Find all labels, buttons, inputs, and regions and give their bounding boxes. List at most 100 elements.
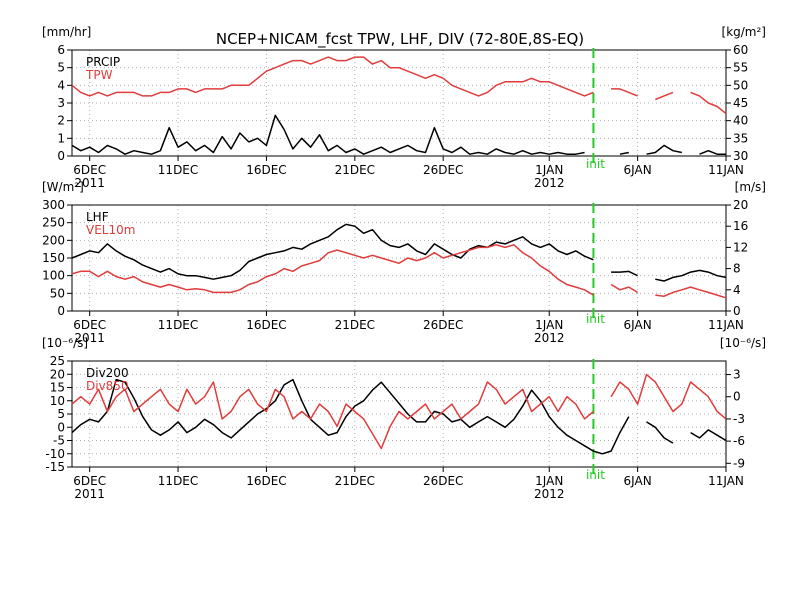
left-tick-label: 2 (57, 114, 65, 128)
series-line-lhf (71, 223, 727, 282)
x-tick-label: 21DEC (335, 163, 375, 177)
x-tick-label: 26DEC (423, 474, 463, 488)
legend-div850: Div850 (86, 379, 129, 393)
year-label: 2012 (534, 487, 565, 501)
init-label: init (586, 468, 605, 482)
right-tick-label: 20 (733, 198, 748, 212)
right-tick-label: -3 (733, 412, 745, 426)
right-tick-label: 3 (733, 368, 741, 382)
series-line-vel10m (71, 244, 727, 299)
left-tick-label: 0 (57, 304, 65, 318)
x-tick-label: 6JAN (624, 474, 652, 488)
right-tick-label: 55 (733, 61, 748, 75)
year-label: 2011 (74, 176, 105, 190)
x-tick-label: 21DEC (335, 474, 375, 488)
left-tick-label: -10 (45, 447, 65, 461)
right-tick-label: 50 (733, 78, 748, 92)
right-tick-label: -9 (733, 456, 745, 470)
x-tick-label: 1JAN (535, 474, 563, 488)
left-tick-label: 1 (57, 131, 65, 145)
x-tick-label: 6DEC (73, 318, 106, 332)
legend-prcip: PRCIP (86, 55, 120, 69)
left-tick-label: 15 (50, 381, 65, 395)
left-tick-label: 5 (57, 407, 65, 421)
left-tick-label: 300 (42, 198, 65, 212)
year-label: 2011 (74, 487, 105, 501)
left-tick-label: -5 (53, 434, 65, 448)
left-tick-label: 5 (57, 61, 65, 75)
x-tick-label: 11JAN (708, 163, 744, 177)
right-axis-unit: [kg/m²] (722, 25, 766, 39)
legend-div200: Div200 (86, 366, 129, 380)
panel-lhf_vel10m: 0 50 100 150 200 250 300 0 4 8 12 16 20 [W/m²] [m/s] 6D… (42, 180, 766, 345)
right-tick-label: 0 (733, 304, 741, 318)
right-tick-label: -6 (733, 434, 745, 448)
right-axis-unit: [m/s] (735, 180, 766, 194)
right-tick-label: 35 (733, 131, 748, 145)
x-tick-label: 6JAN (624, 318, 652, 332)
series-line-tpw (71, 56, 727, 115)
right-tick-label: 8 (733, 262, 741, 276)
left-tick-label: 250 (42, 216, 65, 230)
left-tick-label: -15 (45, 460, 65, 474)
legend-vel10m: VEL10m (86, 223, 135, 237)
plot-frame (71, 360, 727, 468)
left-axis-unit: [mm/hr] (42, 25, 91, 39)
x-tick-label: 11DEC (158, 318, 198, 332)
x-tick-label: 26DEC (423, 318, 463, 332)
right-tick-label: 4 (733, 283, 741, 297)
x-tick-label: 16DEC (246, 163, 286, 177)
chart-title: NCEP+NICAM_fcst TPW, LHF, DIV (72-80E,8S… (216, 30, 584, 49)
x-tick-label: 11JAN (708, 474, 744, 488)
x-tick-label: 11DEC (158, 474, 198, 488)
init-label: init (586, 157, 605, 171)
left-tick-label: 0 (57, 149, 65, 163)
year-label: 2012 (534, 331, 565, 345)
left-tick-label: 4 (57, 78, 65, 92)
x-tick-label: 16DEC (246, 318, 286, 332)
x-tick-label: 1JAN (535, 163, 563, 177)
x-tick-label: 26DEC (423, 163, 463, 177)
left-axis-unit: [W/m²] (42, 180, 84, 194)
year-label: 2012 (534, 176, 565, 190)
init-label: init (586, 312, 605, 326)
plot-frame (71, 204, 727, 312)
left-tick-label: 150 (42, 251, 65, 265)
right-tick-label: 12 (733, 240, 748, 254)
right-tick-label: 0 (733, 390, 741, 404)
left-tick-label: 25 (50, 354, 65, 368)
right-tick-label: 40 (733, 114, 748, 128)
right-axis-unit: [10⁻⁶/s] (720, 336, 766, 350)
plot-frame (71, 49, 727, 157)
x-tick-label: 6DEC (73, 474, 106, 488)
x-tick-label: 1JAN (535, 318, 563, 332)
legend-tpw: TPW (85, 68, 113, 82)
right-tick-label: 60 (733, 43, 748, 57)
series-line-div850 (71, 373, 727, 450)
x-tick-label: 16DEC (246, 474, 286, 488)
year-label: 2011 (74, 331, 105, 345)
left-tick-label: 100 (42, 269, 65, 283)
x-tick-label: 6DEC (73, 163, 106, 177)
right-tick-label: 45 (733, 96, 748, 110)
series-line-prcip (71, 114, 726, 155)
x-tick-label: 11DEC (158, 163, 198, 177)
left-tick-label: 200 (42, 233, 65, 247)
right-tick-label: 16 (733, 219, 748, 233)
x-tick-label: 6JAN (624, 163, 652, 177)
left-tick-label: 3 (57, 96, 65, 110)
left-axis-unit: [10⁻⁶/s] (42, 336, 88, 350)
x-tick-label: 11JAN (708, 318, 744, 332)
left-tick-label: 0 (57, 420, 65, 434)
left-tick-label: 10 (50, 394, 65, 408)
x-tick-label: 21DEC (335, 318, 375, 332)
legend-lhf: LHF (86, 210, 109, 224)
left-tick-label: 50 (50, 286, 65, 300)
left-tick-label: 6 (57, 43, 65, 57)
series-line-div200 (71, 378, 727, 455)
right-tick-label: 30 (733, 149, 748, 163)
